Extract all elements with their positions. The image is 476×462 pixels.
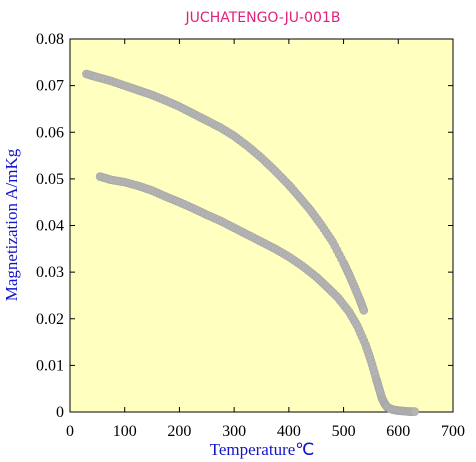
y-tick-label: 0.03 [36, 264, 64, 281]
plot-area [69, 38, 454, 413]
data-point [359, 306, 369, 315]
y-tick-label: 0.08 [36, 31, 64, 48]
y-tick-label: 0.06 [36, 124, 64, 141]
data-points [82, 69, 420, 416]
y-axis-label: Magnetization A/mKg [2, 148, 21, 301]
x-tick-label: 200 [167, 423, 191, 440]
y-tick-label: 0.04 [36, 218, 64, 235]
y-tick-label: 0.05 [36, 171, 64, 188]
y-tick-label: 0.02 [36, 311, 64, 328]
x-tick-label: 100 [113, 423, 137, 440]
x-tick-label: 300 [222, 423, 246, 440]
x-tick-label: 0 [66, 423, 74, 440]
y-tick-labels: 0 0.01 0.02 0.03 0.04 0.05 0.06 0.07 0.08 [36, 31, 64, 421]
data-point [410, 407, 420, 416]
x-tick-label: 500 [332, 423, 356, 440]
x-tick-label: 600 [386, 423, 410, 440]
y-tick-label: 0.07 [36, 78, 64, 95]
x-tick-labels: 0 100 200 300 400 500 600 700 [66, 423, 465, 440]
x-tick-label: 700 [441, 423, 465, 440]
y-tick-label: 0 [56, 404, 64, 421]
chart-title: JUCHATENGO-JU-001B [185, 10, 341, 26]
x-axis-label: Temperature℃ [210, 440, 315, 459]
y-tick-label: 0.01 [36, 357, 64, 374]
x-tick-label: 400 [277, 423, 301, 440]
